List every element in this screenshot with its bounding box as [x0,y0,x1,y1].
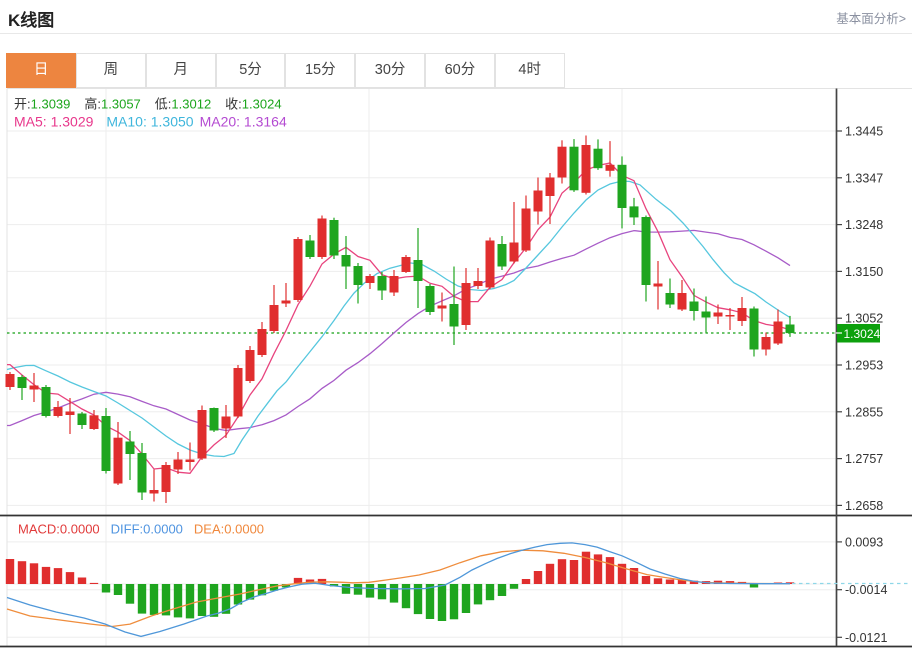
svg-text:1.3150: 1.3150 [845,265,883,279]
svg-text:1.2757: 1.2757 [845,452,883,466]
svg-text:-0.0014: -0.0014 [845,583,887,597]
svg-text:0.0093: 0.0093 [845,535,883,549]
svg-text:1.3248: 1.3248 [845,218,883,232]
svg-text:1.2953: 1.2953 [845,359,883,373]
svg-text:1.3052: 1.3052 [845,312,883,326]
svg-text:-0.0121: -0.0121 [845,631,887,645]
svg-text:1.2658: 1.2658 [845,499,883,513]
svg-text:1.3347: 1.3347 [845,171,883,185]
svg-text:1.3024: 1.3024 [844,327,881,341]
svg-text:1.3445: 1.3445 [845,125,883,139]
svg-text:1.2855: 1.2855 [845,405,883,419]
